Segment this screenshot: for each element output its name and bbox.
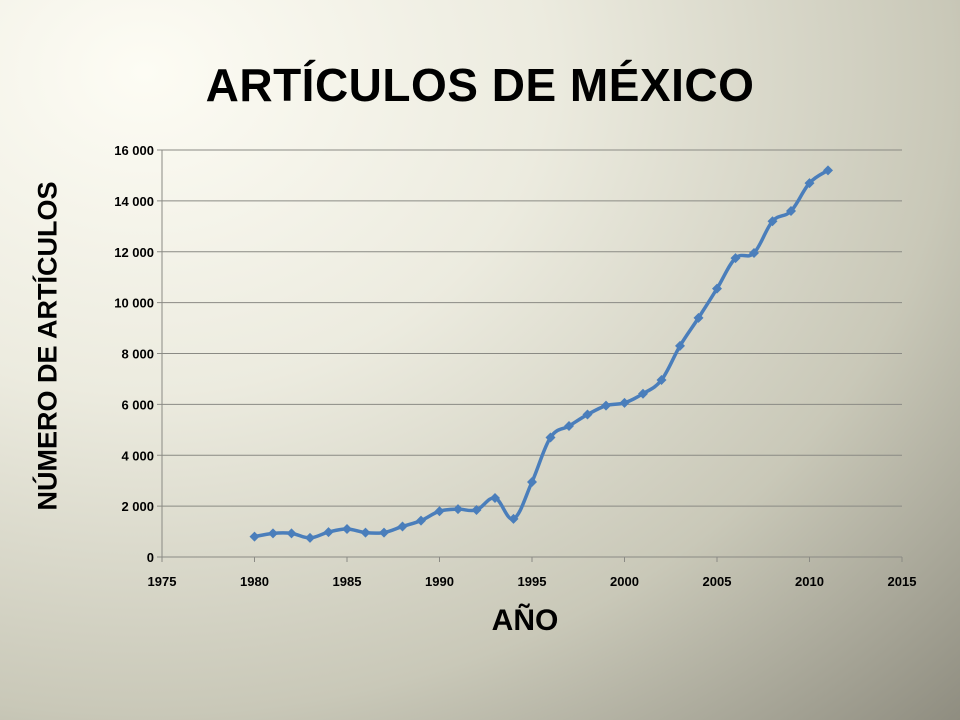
y-tick-label: 8 000 — [121, 347, 154, 362]
y-tick-label: 6 000 — [121, 397, 154, 412]
data-point-marker — [582, 409, 593, 420]
data-point-marker — [434, 506, 445, 517]
data-point-marker — [342, 524, 352, 535]
x-axis-label: AÑO — [491, 604, 559, 637]
gridlines — [162, 149, 902, 507]
data-series — [249, 165, 833, 543]
data-point-marker — [360, 527, 371, 538]
data-point-marker — [416, 515, 426, 526]
data-point-marker — [675, 340, 685, 351]
data-point-marker — [527, 476, 537, 487]
data-point-marker — [323, 527, 334, 538]
data-point-marker — [268, 528, 278, 539]
y-tick-label: 16 000 — [114, 143, 154, 158]
x-tick-label: 2005 — [703, 574, 732, 589]
data-point-marker — [619, 397, 630, 408]
data-point-marker — [638, 388, 648, 399]
data-point-marker — [305, 532, 315, 543]
x-tick-label: 1990 — [425, 574, 454, 589]
x-tick-label: 1985 — [333, 574, 362, 589]
y-tick-label: 10 000 — [114, 296, 154, 311]
data-point-marker — [749, 248, 759, 259]
x-tick-label: 1980 — [240, 574, 269, 589]
data-point-marker — [249, 531, 260, 542]
data-point-marker — [471, 504, 482, 515]
data-point-marker — [804, 178, 815, 189]
data-point-marker — [490, 492, 500, 503]
y-tick-label: 12 000 — [114, 245, 154, 260]
y-tick-label: 14 000 — [114, 194, 154, 209]
data-point-marker — [767, 216, 778, 227]
data-point-marker — [564, 420, 574, 431]
x-tick-label: 1995 — [518, 574, 547, 589]
data-point-marker — [397, 521, 408, 532]
x-tick-label: 2015 — [888, 574, 917, 589]
data-point-marker — [786, 206, 796, 217]
data-point-marker — [286, 528, 297, 539]
data-point-marker — [730, 253, 741, 264]
y-tick-labels: 0 2 000 4 000 6 000 8 000 10 000 12 000 14 000 1… — [114, 143, 154, 565]
data-point-marker — [508, 513, 519, 524]
y-tick-label: 2 000 — [121, 499, 154, 514]
data-point-marker — [693, 312, 704, 323]
data-point-marker — [545, 432, 556, 443]
chart-title: ARTÍCULOS DE MÉXICO — [205, 59, 755, 111]
series-line — [254, 168, 829, 540]
x-tick-label: 2010 — [795, 574, 824, 589]
data-point-marker — [379, 527, 389, 538]
x-tick-labels: 1975 1980 1985 1990 1995 2000 2005 2010 2015 — [148, 574, 917, 589]
data-point-marker — [712, 283, 722, 294]
x-tick-label: 1975 — [148, 574, 177, 589]
data-point-marker — [823, 165, 833, 176]
y-tick-label: 0 — [147, 550, 154, 565]
data-point-marker — [601, 400, 611, 411]
x-tick-label: 2000 — [610, 574, 639, 589]
axes — [157, 149, 903, 562]
data-point-marker — [656, 374, 667, 385]
y-tick-label: 4 000 — [121, 448, 154, 463]
data-point-marker — [453, 504, 463, 515]
